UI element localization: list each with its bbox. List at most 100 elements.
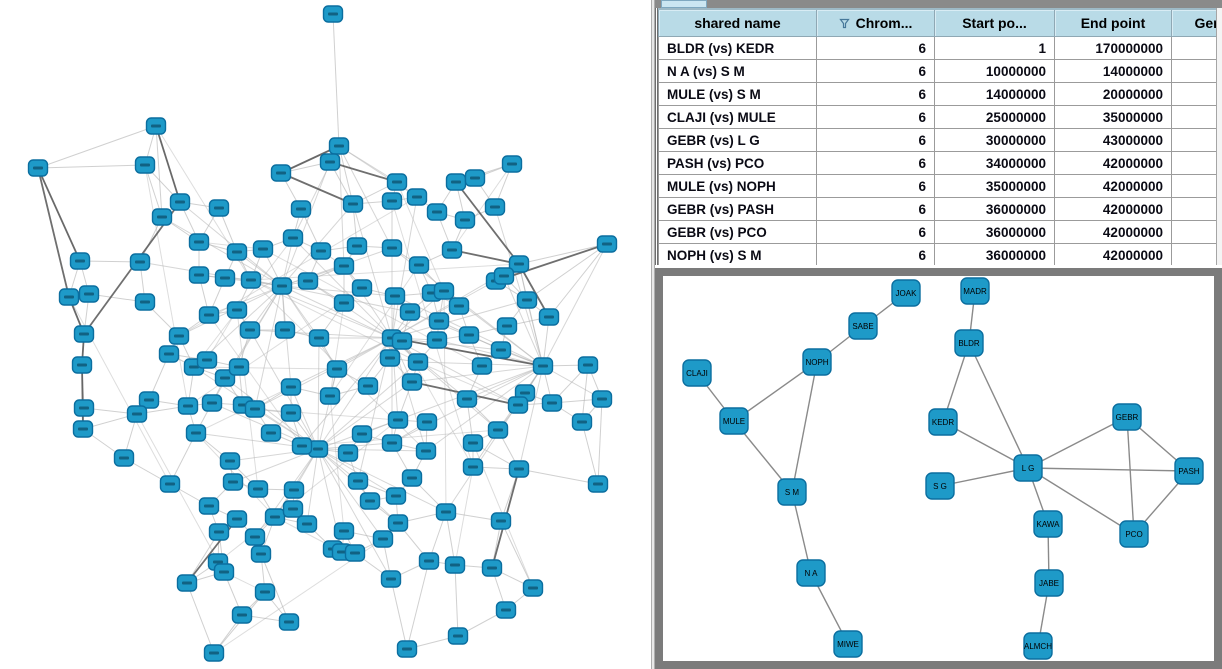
cell-value[interactable]: 6 [816,82,935,106]
network-node[interactable] [357,377,379,395]
network-node[interactable] [203,644,225,662]
network-node-pco[interactable]: PCO [1119,520,1149,548]
network-node[interactable] [244,528,266,546]
network-node-n-a[interactable]: N A [796,559,826,587]
network-node[interactable] [458,326,480,344]
cell-value[interactable]: 42000000 [1054,151,1172,175]
network-node-claji[interactable]: CLAJI [682,359,712,387]
network-node[interactable] [231,606,253,624]
network-node[interactable] [260,424,282,442]
network-node[interactable] [252,240,274,258]
network-node[interactable] [168,327,190,345]
network-node[interactable] [454,211,476,229]
network-node-noph[interactable]: NOPH [802,348,832,376]
cell-value[interactable]: 6 [816,36,935,60]
network-node[interactable] [435,503,457,521]
network-node[interactable] [280,404,302,422]
cell-value[interactable]: 192.0 [1171,36,1216,60]
network-node[interactable] [214,269,236,287]
network-node[interactable] [347,472,369,490]
cell-value[interactable]: 36000000 [934,197,1055,221]
network-node[interactable] [222,473,244,491]
network-node[interactable] [282,500,304,518]
cell-value[interactable]: 42000000 [1054,197,1172,221]
cell-value[interactable]: 35000000 [934,174,1055,198]
network-node[interactable] [490,512,512,530]
cell-shared-name[interactable]: BLDR (vs) KEDR [658,36,817,60]
network-node[interactable] [507,396,529,414]
network-node[interactable] [283,481,305,499]
network-node[interactable] [447,627,469,645]
network-node[interactable] [428,312,450,330]
network-node[interactable] [134,293,156,311]
network-node[interactable] [495,601,517,619]
network-node[interactable] [254,583,276,601]
network-node[interactable] [351,425,373,443]
main-network-canvas[interactable] [0,0,651,669]
network-node[interactable] [73,399,95,417]
cell-value[interactable]: 8.9 [1171,197,1216,221]
network-node[interactable] [441,241,463,259]
network-node-kedr[interactable]: KEDR [928,408,958,436]
network-node[interactable] [226,243,248,261]
cell-value[interactable]: 20000000 [1054,82,1172,106]
cell-shared-name[interactable]: MULE (vs) S M [658,82,817,106]
cell-value[interactable]: 36000000 [934,243,1055,265]
network-node[interactable] [387,514,409,532]
network-node[interactable] [415,442,437,460]
network-node[interactable] [416,413,438,431]
network-node[interactable] [310,242,332,260]
network-node[interactable] [196,351,218,369]
cell-value[interactable]: 34000000 [934,151,1055,175]
network-node[interactable] [213,563,235,581]
network-node[interactable] [577,356,599,374]
table-row[interactable]: NOPH (vs) S M636000000420000009.9 [658,243,1216,265]
cell-value[interactable]: 5.9 [1171,105,1216,129]
network-node[interactable] [250,545,272,563]
network-node[interactable] [591,390,613,408]
column-header-0[interactable]: shared name [658,8,817,37]
network-node[interactable] [72,420,94,438]
cell-value[interactable]: 43000000 [1054,128,1172,152]
cell-value[interactable]: 6 [816,128,935,152]
network-node[interactable] [508,255,530,273]
cell-value[interactable]: 16.9 [1171,128,1216,152]
network-node[interactable] [333,294,355,312]
network-node[interactable] [399,303,421,321]
network-node-sabe[interactable]: SABE [848,312,878,340]
network-node[interactable] [278,613,300,631]
network-node[interactable] [501,155,523,173]
cell-value[interactable]: 6 [816,105,935,129]
network-node[interactable] [571,413,593,431]
network-node[interactable] [78,285,100,303]
network-node[interactable] [71,356,93,374]
network-node[interactable] [396,640,418,658]
network-node[interactable] [296,515,318,533]
network-node-s-m[interactable]: S M [777,478,807,506]
network-node[interactable] [408,256,430,274]
cell-value[interactable]: 42000000 [1054,174,1172,198]
network-node[interactable] [270,164,292,182]
network-node[interactable] [406,188,428,206]
network-node[interactable] [134,156,156,174]
network-node[interactable] [240,271,262,289]
network-node[interactable] [319,387,341,405]
network-node[interactable] [342,195,364,213]
network-node[interactable] [401,373,423,391]
network-node[interactable] [126,405,148,423]
network-node[interactable] [481,559,503,577]
network-node[interactable] [532,357,554,375]
network-node[interactable] [328,137,350,155]
cell-value[interactable]: 10000000 [934,59,1055,83]
network-node[interactable] [198,306,220,324]
network-node[interactable] [407,353,429,371]
network-node[interactable] [333,522,355,540]
network-node[interactable] [138,391,160,409]
cell-shared-name[interactable]: MULE (vs) NOPH [658,174,817,198]
network-node[interactable] [188,233,210,251]
network-node[interactable] [145,117,167,135]
cell-value[interactable]: 6 [816,220,935,244]
filter-funnel-icon[interactable] [838,18,850,29]
network-node[interactable] [185,424,207,442]
network-node[interactable] [391,332,413,350]
